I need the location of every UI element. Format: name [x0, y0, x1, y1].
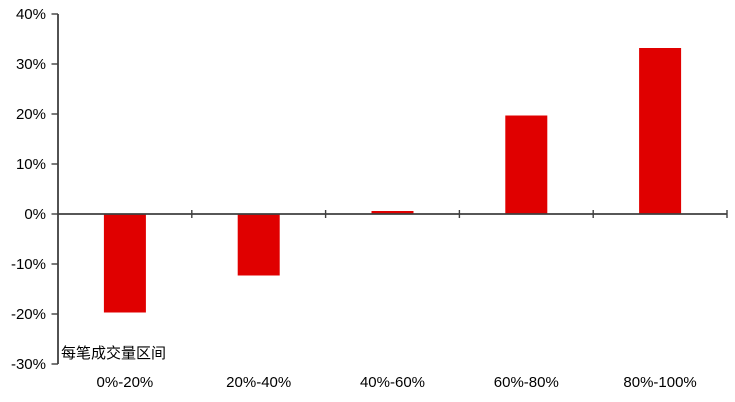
x-axis-title: 每笔成交量区间 — [61, 344, 166, 362]
bar — [505, 115, 548, 214]
x-axis-category-label: 0%-20% — [97, 374, 154, 391]
y-axis-tick-label: 40% — [16, 6, 46, 23]
y-axis-tick-label: 0% — [24, 206, 46, 223]
y-axis-tick-label: 20% — [16, 106, 46, 123]
y-axis-tick-label: 30% — [16, 56, 46, 73]
y-axis-tick-label: -20% — [11, 306, 46, 323]
x-axis-category-label: 40%-60% — [360, 374, 425, 391]
bar — [103, 214, 146, 313]
y-axis-tick-label: -30% — [11, 356, 46, 373]
bar — [237, 214, 280, 276]
y-axis-tick-label: -10% — [11, 256, 46, 273]
bar — [639, 48, 682, 214]
y-axis-tick-label: 10% — [16, 156, 46, 173]
x-axis-category-label: 80%-100% — [623, 374, 696, 391]
bar — [371, 211, 414, 214]
x-axis-category-label: 20%-40% — [226, 374, 291, 391]
x-axis-category-label: 60%-80% — [494, 374, 559, 391]
